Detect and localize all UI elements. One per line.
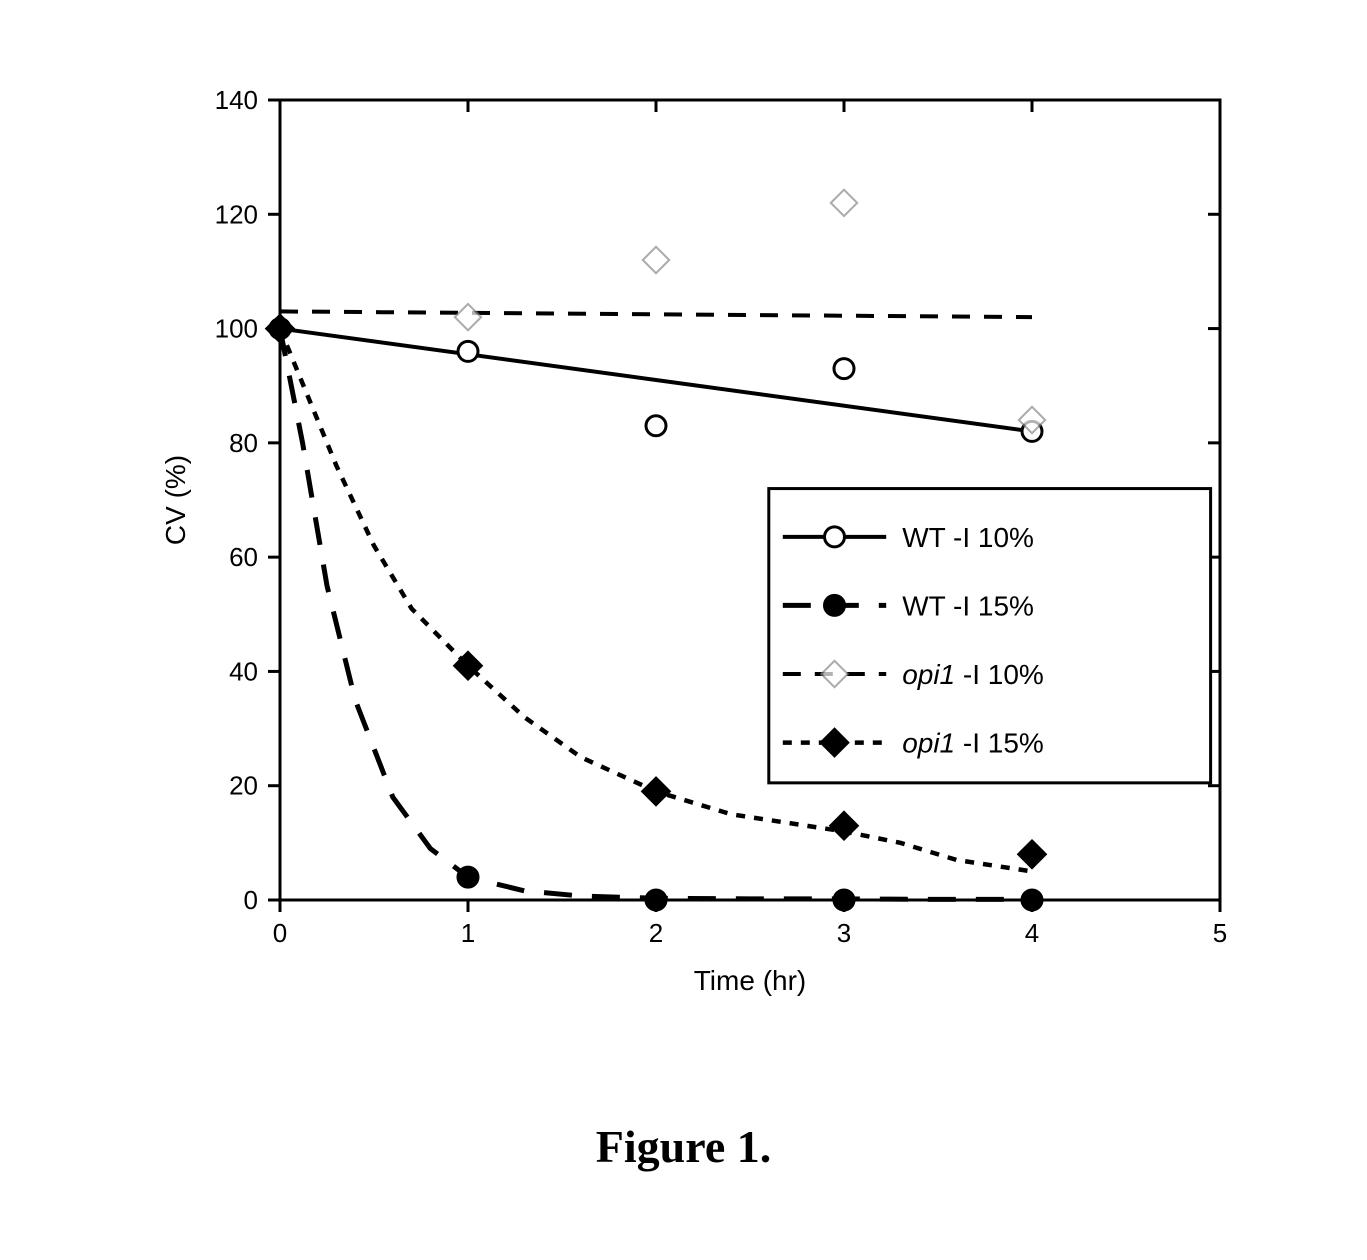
svg-text:60: 60 (229, 542, 258, 572)
svg-text:140: 140 (215, 85, 258, 115)
chart-container: 0 1 2 3 4 5 0 20 40 60 80 100 120 140 Time (hr) CV (%) W… (110, 60, 1260, 1060)
legend-label-opi15: opi1 -I 15% (902, 728, 1044, 759)
svg-text:0: 0 (273, 918, 287, 948)
svg-text:100: 100 (215, 314, 258, 344)
svg-text:120: 120 (215, 199, 258, 229)
figure-caption: Figure 1. (0, 1120, 1367, 1173)
legend-label-wt15: WT -I 15% (902, 590, 1034, 621)
legend-label-wt10: WT -I 10% (902, 522, 1034, 553)
chart-legend: WT -I 10% WT -I 15% opi1 -I 10% opi1 -I 15% (769, 489, 1211, 783)
svg-text:CV (%): CV (%) (160, 455, 191, 545)
svg-text:5: 5 (1213, 918, 1227, 948)
svg-text:40: 40 (229, 656, 258, 686)
legend-label-opi10: opi1 -I 10% (902, 659, 1044, 690)
svg-text:0: 0 (244, 885, 258, 915)
chart-svg: 0 1 2 3 4 5 0 20 40 60 80 100 120 140 Time (hr) CV (%) W… (110, 60, 1260, 1060)
svg-text:1: 1 (461, 918, 475, 948)
svg-text:Time (hr): Time (hr) (694, 965, 807, 996)
svg-text:4: 4 (1025, 918, 1039, 948)
svg-text:2: 2 (649, 918, 663, 948)
svg-text:20: 20 (229, 771, 258, 801)
svg-text:3: 3 (837, 918, 851, 948)
svg-text:80: 80 (229, 428, 258, 458)
